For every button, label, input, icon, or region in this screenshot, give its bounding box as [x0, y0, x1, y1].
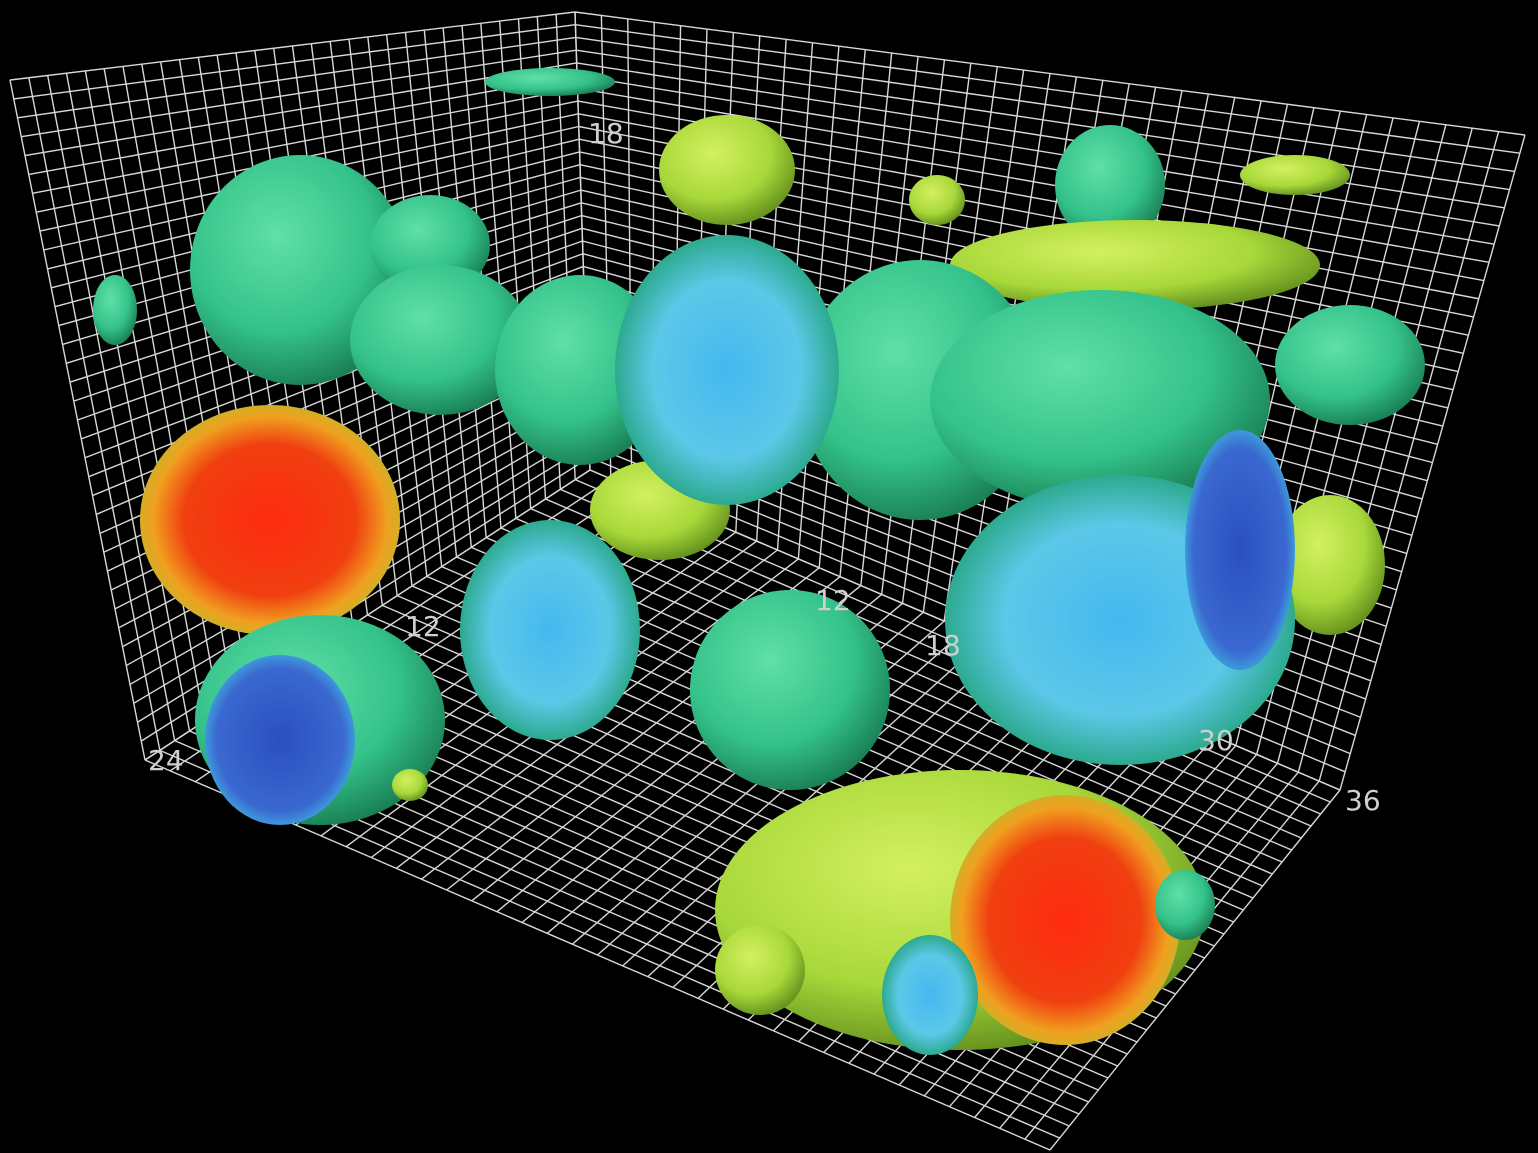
blob [392, 769, 428, 801]
blob [1240, 155, 1350, 195]
axis-label: 12 [815, 584, 851, 617]
axis-label: 24 [148, 744, 184, 777]
blob [909, 175, 965, 225]
axis-label: 18 [588, 117, 624, 150]
axis-label: 18 [925, 629, 961, 662]
blob [950, 795, 1180, 1045]
blob [1275, 305, 1425, 425]
blob [1155, 870, 1215, 940]
axis-label: 36 [1345, 784, 1381, 817]
blob [715, 925, 805, 1015]
blob [205, 655, 355, 825]
blob [140, 405, 400, 635]
blob [1185, 430, 1295, 670]
grid-line [21, 50, 576, 137]
grid-line [10, 12, 575, 80]
page: 18 12 12 18 24 30 36 (() => { const data… [0, 0, 1538, 1153]
blob [93, 275, 137, 345]
blob [882, 935, 978, 1055]
blob [690, 590, 890, 790]
blob [460, 520, 640, 740]
blob [659, 115, 795, 225]
axis-label: 30 [1198, 724, 1234, 757]
isosurface-view: 18 12 12 18 24 30 36 [0, 0, 1538, 1153]
blob [615, 235, 839, 505]
blob [485, 68, 615, 96]
axis-label: 12 [405, 610, 441, 643]
